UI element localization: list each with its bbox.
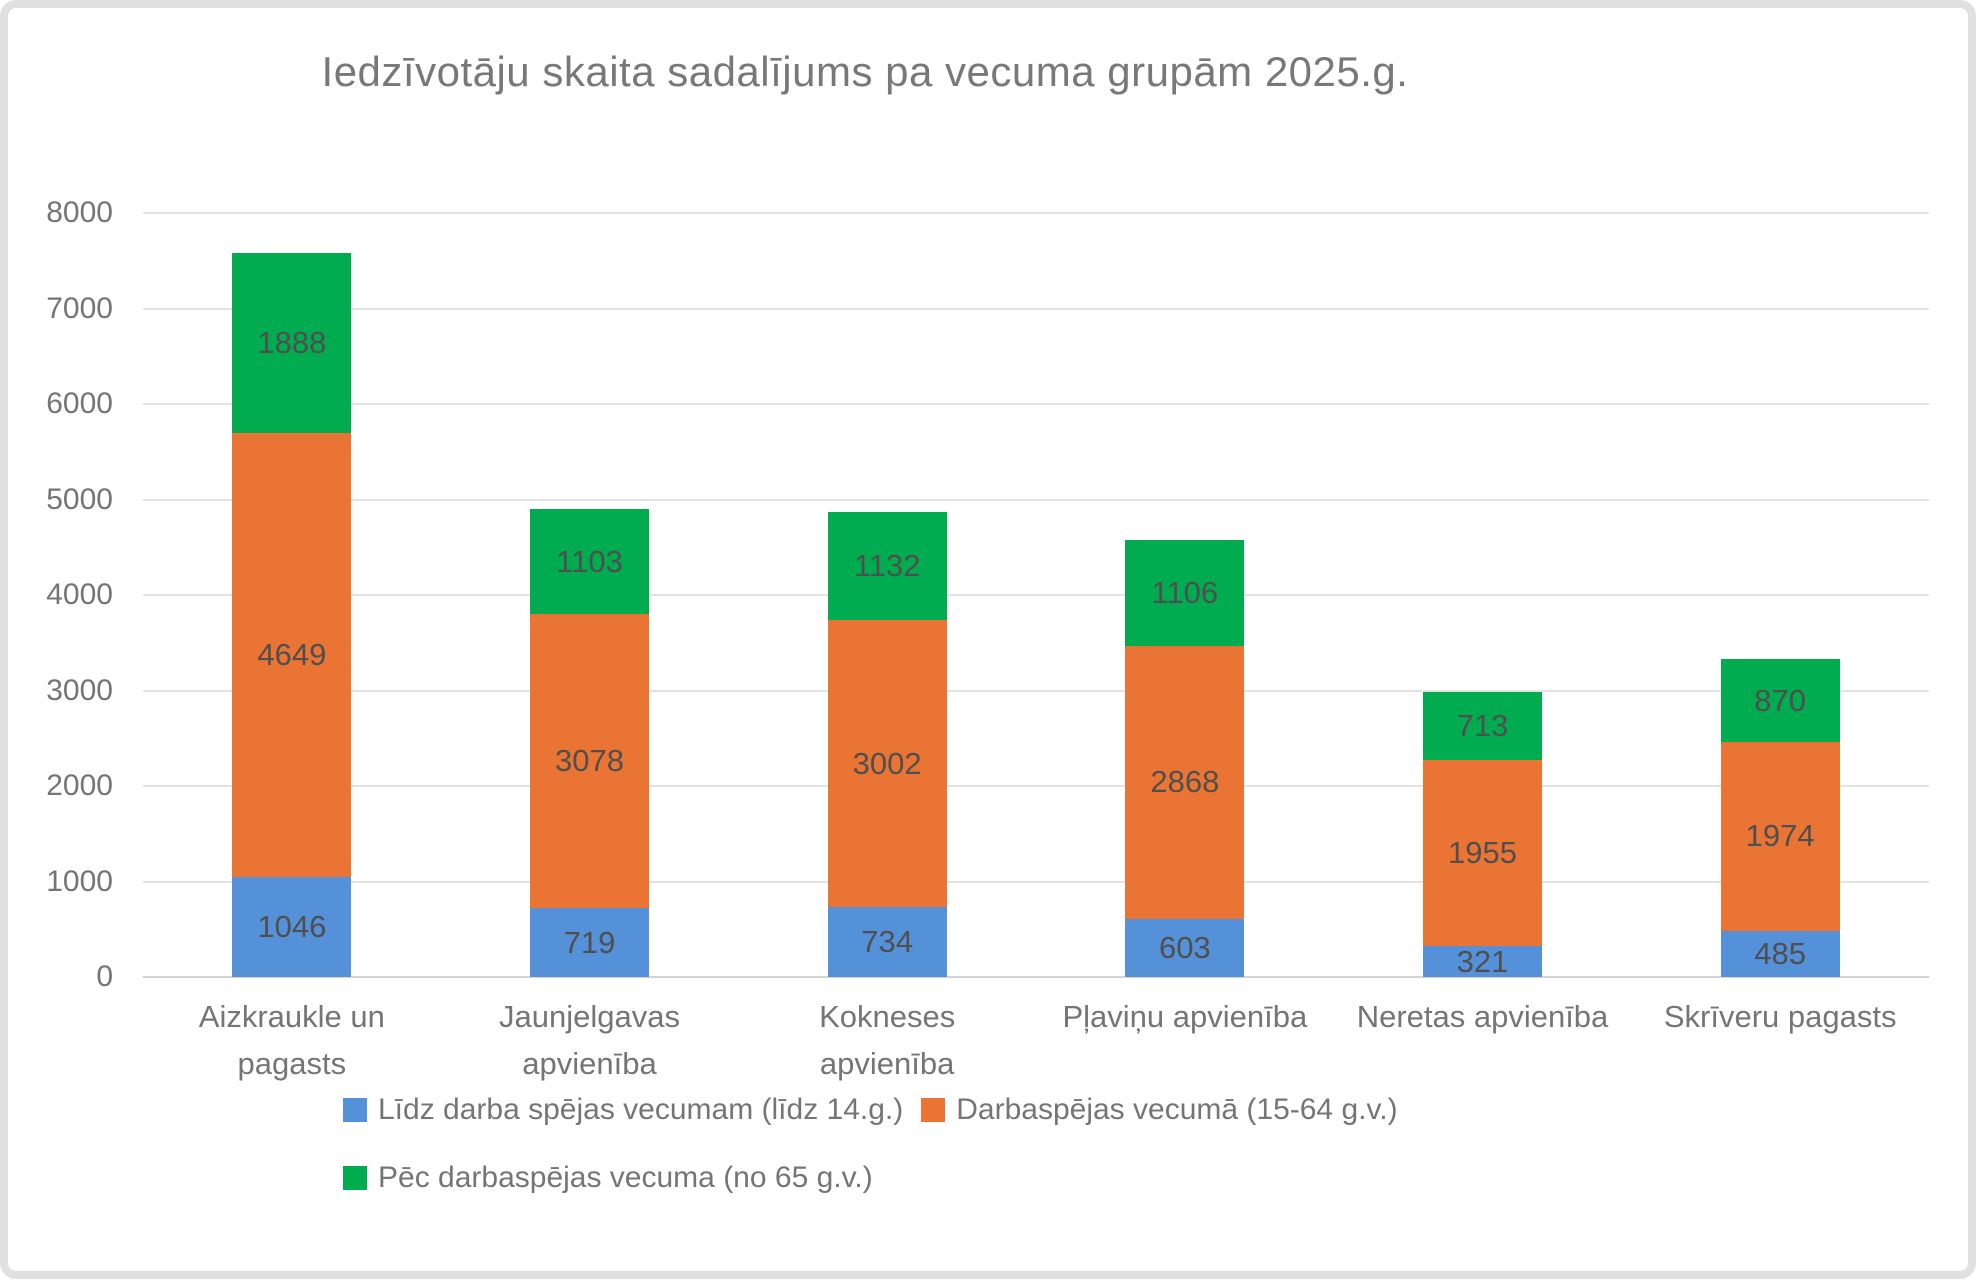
bar-segment-series0-cat0: 1046 <box>232 877 352 977</box>
legend-item-series2: Pēc darbaspējas vecuma (no 65 g.v.) <box>343 1161 873 1195</box>
bar-segment-series1-cat4: 1955 <box>1423 759 1542 947</box>
legend-label: Līdz darba spējas vecumam (līdz 14.g.) <box>378 1093 904 1126</box>
y-tick-label-7000: 7000 <box>46 291 113 325</box>
x-category-label-5: Skrīveru pagasts <box>1605 993 1955 1040</box>
bar-segment-series2-cat5: 870 <box>1720 659 1840 743</box>
bar-segment-series1-cat2: 3002 <box>827 620 947 907</box>
bar-value-label: 713 <box>1456 707 1509 743</box>
bar-value-label: 1974 <box>1745 818 1815 854</box>
gridline-6000 <box>143 403 1929 405</box>
bar-segment-series2-cat4: 713 <box>1423 691 1542 760</box>
bar-segment-series2-cat3: 1106 <box>1125 539 1245 646</box>
y-tick-label-3000: 3000 <box>46 673 113 707</box>
bar-segment-series0-cat4: 321 <box>1423 943 1542 979</box>
chart-title: Iedzīvotāju skaita sadalījums pa vecuma … <box>321 48 1409 95</box>
bar-segment-series2-cat2: 1132 <box>827 512 947 621</box>
y-tick-label-5000: 5000 <box>46 482 113 516</box>
x-category-label-line: Skrīveru pagasts <box>1663 999 1897 1034</box>
x-category-label-line: Pļaviņu apvienība <box>1062 999 1308 1034</box>
gridline-5000 <box>143 498 1929 501</box>
y-tick-label-1000: 1000 <box>46 864 113 898</box>
bar-segment-series0-cat2: 734 <box>827 906 947 977</box>
y-tick-label-0: 0 <box>96 960 113 993</box>
x-category-label-line: Neretas apvienība <box>1356 999 1609 1034</box>
bar-segment-series1-cat1: 3078 <box>530 614 649 909</box>
bar-value-label: 2868 <box>1150 764 1220 800</box>
bar-segment-series0-cat3: 603 <box>1125 919 1245 977</box>
bar-value-label: 4649 <box>257 637 327 673</box>
gridline-7000 <box>143 307 1929 310</box>
bar-segment-series0-cat5: 485 <box>1720 930 1840 977</box>
bar-value-label: 1888 <box>257 324 327 360</box>
x-category-label-line: Jaunjelgavas <box>499 999 680 1034</box>
y-tick-label-4000: 4000 <box>46 578 113 611</box>
legend-item-series1: Darbaspējas vecumā (15-64 g.v.) <box>921 1093 1398 1127</box>
y-tick-label-8000: 8000 <box>46 196 113 229</box>
x-category-label-2: Kokneses apvienība <box>712 993 1062 1087</box>
x-category-label-0: Aizkraukle un pagasts <box>117 993 467 1087</box>
x-category-label-4: Neretas apvienība <box>1308 993 1658 1040</box>
bar-value-label: 603 <box>1158 930 1211 966</box>
bar-segment-series2-cat1: 1103 <box>530 509 649 615</box>
x-category-label-line: pagasts <box>237 1046 347 1081</box>
x-category-label-line: Kokneses <box>819 999 956 1034</box>
bar-value-label: 1046 <box>257 909 327 945</box>
legend-label: Darbaspējas vecumā (15-64 g.v.) <box>956 1093 1398 1126</box>
bar-value-label: 870 <box>1754 682 1807 718</box>
legend: Līdz darba spējas vecumam (līdz 14.g.) Da… <box>343 1093 1633 1195</box>
legend-swatch-icon <box>921 1098 946 1122</box>
bar-value-label: 1103 <box>556 543 623 579</box>
x-category-label-1: Jaunjelgavas apvienība <box>415 993 765 1087</box>
x-category-label-line: apvienība <box>819 1046 955 1081</box>
x-category-label-3: Pļaviņu apvienība <box>1010 993 1360 1040</box>
bar-value-label: 734 <box>861 923 914 959</box>
legend-item-series0: Līdz darba spējas vecumam (līdz 14.g.) <box>343 1093 903 1127</box>
bar-segment-series2-cat0: 1888 <box>232 252 352 434</box>
bar-segment-series0-cat1: 719 <box>530 908 649 977</box>
bar-value-label: 719 <box>563 924 616 960</box>
legend-swatch-icon <box>343 1098 367 1122</box>
x-category-label-line: apvienība <box>522 1046 657 1081</box>
bar-value-label: 321 <box>1456 943 1509 979</box>
y-tick-label-6000: 6000 <box>46 387 113 420</box>
x-axis-line <box>143 976 1929 978</box>
bar-segment-series1-cat3: 2868 <box>1125 645 1245 920</box>
y-tick-label-2000: 2000 <box>46 769 113 802</box>
bar-value-label: 485 <box>1754 935 1807 971</box>
gridline-1000 <box>143 880 1929 883</box>
gridline-8000 <box>143 212 1929 214</box>
gridline-2000 <box>143 785 1929 787</box>
bar-segment-series1-cat0: 4649 <box>232 433 352 878</box>
bar-value-label: 1955 <box>1448 834 1517 870</box>
legend-label: Pēc darbaspējas vecuma (no 65 g.v.) <box>378 1161 873 1194</box>
x-category-label-line: Aizkraukle un <box>198 999 385 1034</box>
bar-segment-series1-cat5: 1974 <box>1720 742 1840 931</box>
legend-swatch-icon <box>343 1166 367 1190</box>
bar-value-label: 3078 <box>555 743 624 779</box>
bar-value-label: 1106 <box>1151 574 1219 610</box>
bar-value-label: 3002 <box>852 745 922 781</box>
gridline-3000 <box>143 689 1929 692</box>
bar-value-label: 1132 <box>853 548 921 584</box>
gridline-4000 <box>143 594 1929 596</box>
